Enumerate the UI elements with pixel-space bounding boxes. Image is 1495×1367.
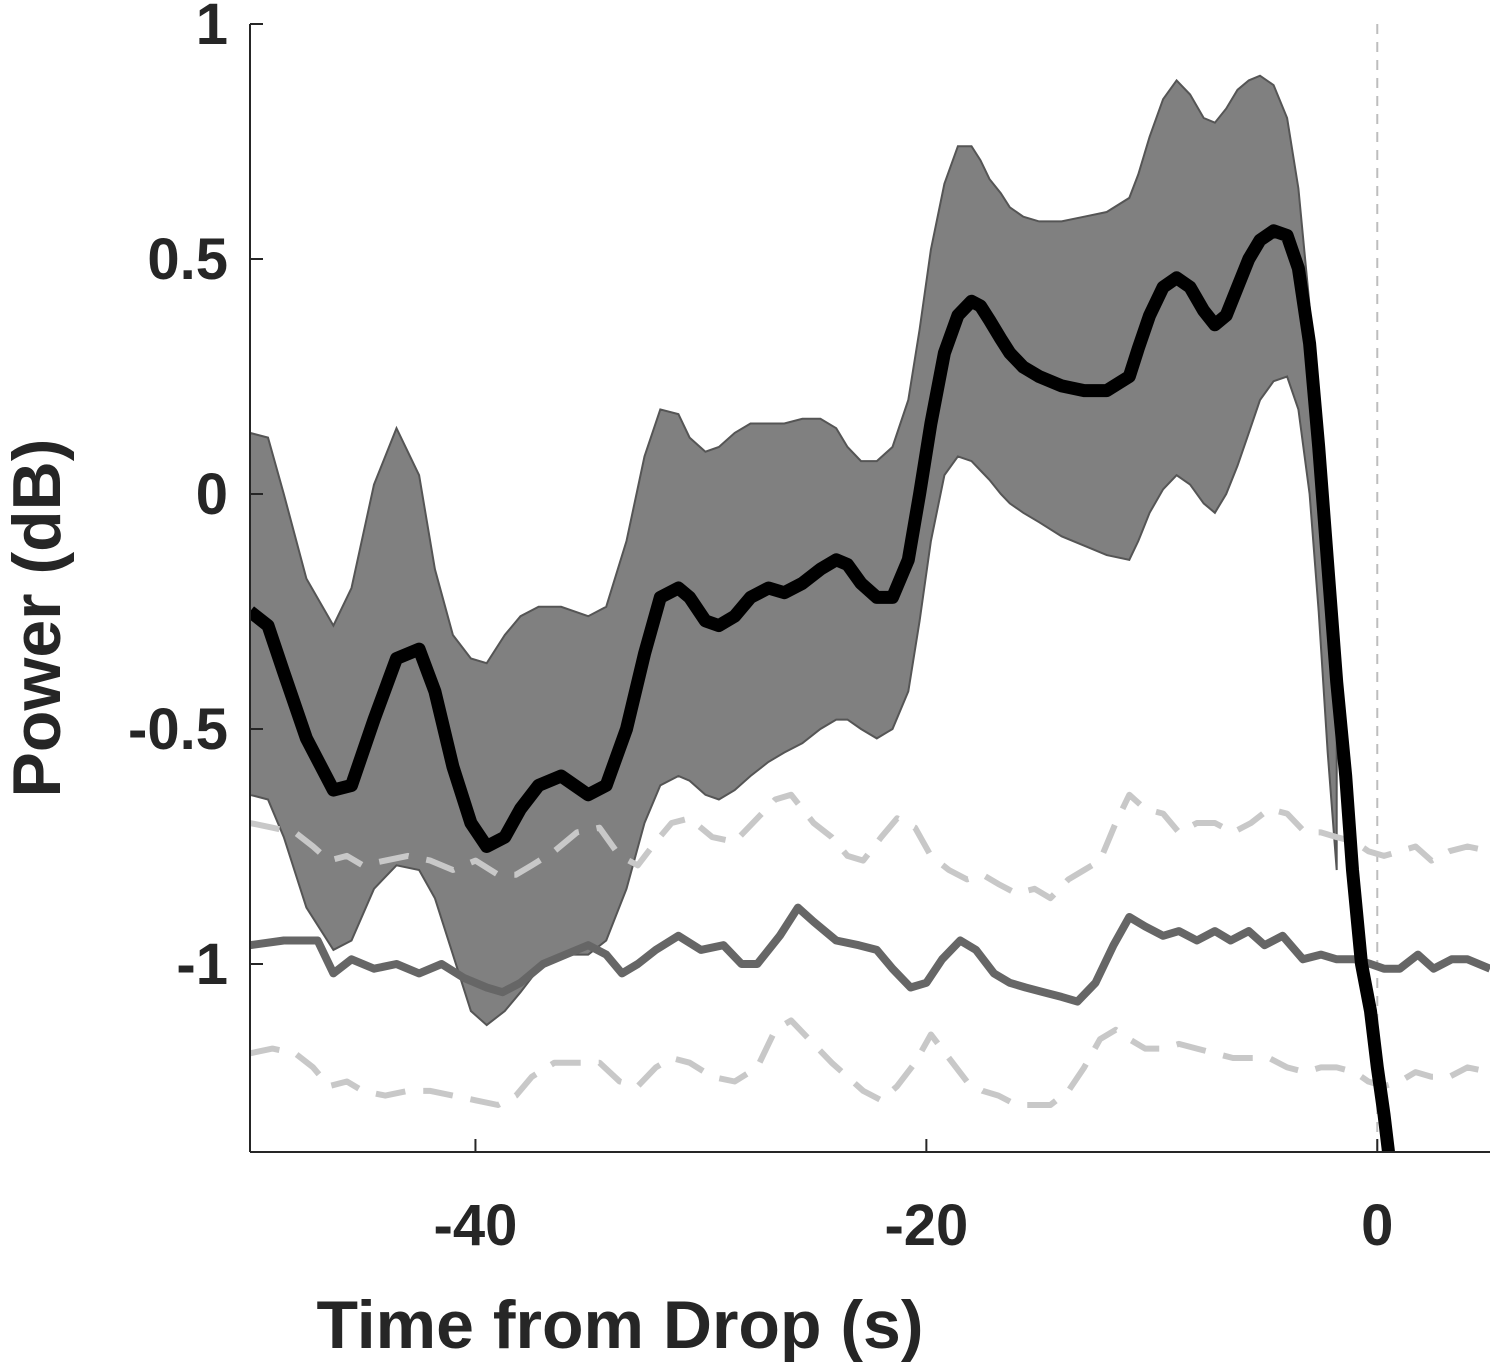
x-axis-label: Time from Drop (s) <box>316 1287 923 1363</box>
x-tick-label: -20 <box>884 1193 968 1258</box>
mean-line <box>250 224 1396 1152</box>
axes: -40 -20 0 1 0.5 0 -0.5 -1 <box>128 0 1490 1258</box>
x-tick-label: 0 <box>1361 1193 1393 1258</box>
y-tick-label: 0.5 <box>147 227 228 292</box>
y-tick-label: 0 <box>196 462 228 527</box>
plot-area <box>250 24 1490 1152</box>
shuffled-mean-line <box>250 903 1490 1006</box>
x-tick-label: -40 <box>434 1193 518 1258</box>
shuffled-lower-line <box>250 1017 1490 1108</box>
y-axis-label: Power (dB) <box>0 439 75 798</box>
shuffled-upper-line <box>250 791 1490 902</box>
y-tick-label: -1 <box>176 932 228 997</box>
confidence-band <box>250 74 1338 1027</box>
y-tick-label: -0.5 <box>128 697 228 762</box>
plot-content <box>250 24 1490 1152</box>
y-tick-label: 1 <box>196 0 228 57</box>
